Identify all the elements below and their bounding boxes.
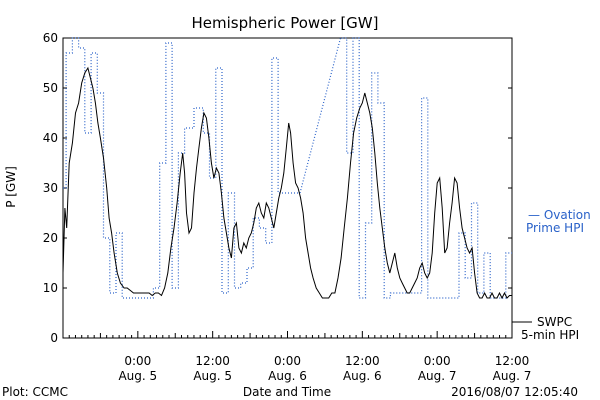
x-tick-date: Aug. 7 (493, 369, 532, 383)
y-axis: 0 10 20 30 40 50 60 (43, 31, 512, 345)
x-tick-date: Aug. 7 (418, 369, 457, 383)
y-axis-label: P [GW] (4, 166, 18, 208)
plot-credit: Plot: CCMC (2, 385, 68, 399)
x-tick-time: 12:00 (495, 354, 530, 368)
y-tick-label: 60 (43, 31, 58, 45)
y-tick-label: 40 (43, 131, 58, 145)
x-tick-date: Aug. 5 (193, 369, 232, 383)
x-axis-label: Date and Time (243, 385, 331, 399)
x-tick-date: Aug. 5 (118, 369, 157, 383)
legend: — Ovation Prime HPI SWPC 5-min HPI (512, 208, 591, 342)
y-tick-label: 20 (43, 231, 58, 245)
x-tick-time: 0:00 (124, 354, 151, 368)
x-tick-time: 12:00 (195, 354, 230, 368)
x-tick-time: 0:00 (274, 354, 301, 368)
legend-ovation-line1: — Ovation (528, 208, 591, 222)
y-tick-label: 0 (50, 331, 58, 345)
y-tick-label: 10 (43, 281, 58, 295)
x-tick-date: Aug. 6 (268, 369, 307, 383)
y-tick-label: 30 (43, 181, 58, 195)
chart-title: Hemispheric Power [GW] (192, 14, 379, 32)
legend-swpc-line1: SWPC (537, 315, 572, 329)
plot-timestamp: 2016/08/07 12:05:40 (451, 385, 578, 399)
series-line-ovation-prime-hpi (63, 37, 512, 299)
legend-ovation-line2: Prime HPI (526, 221, 584, 235)
y-tick-label: 50 (43, 81, 58, 95)
x-tick-time: 12:00 (345, 354, 380, 368)
legend-swpc-line2: 5-min HPI (521, 328, 579, 342)
x-tick-date: Aug. 6 (343, 369, 382, 383)
plot-frame (62, 37, 513, 339)
series-layer (62, 37, 512, 300)
x-tick-time: 0:00 (424, 354, 451, 368)
series-line-swpc-5-min-hpi (62, 66, 512, 300)
